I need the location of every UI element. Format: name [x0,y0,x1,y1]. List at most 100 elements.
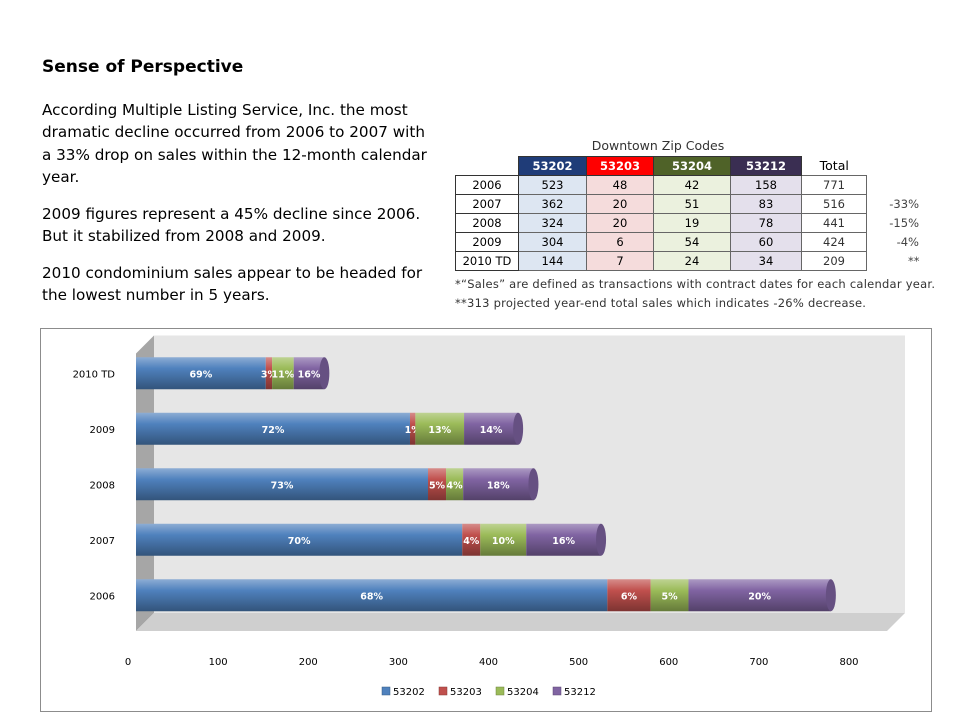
legend-label-53202: 53202 [393,687,425,698]
x-tick-400: 400 [479,657,498,668]
legend-swatch-53202 [381,686,391,696]
intro-paragraph-3: 2010 condominium sales appear to be head… [42,263,423,305]
cell-53212: 83 [730,194,802,214]
header-blank [456,157,519,176]
cell-53202: 144 [518,251,587,271]
row-year: 2009 [455,232,519,252]
cell-53212: 34 [730,251,802,271]
cell-change: -33% [889,197,919,211]
bar-53204-2008 [446,468,464,501]
cell-53202: 304 [518,232,587,252]
cell-53202: 362 [518,194,587,214]
row-year: 2006 [455,175,519,195]
cell-53203: 48 [586,175,654,195]
cell-53202: 523 [518,175,587,195]
bar-cap-2009 [513,412,524,445]
header-total: Total [819,158,849,174]
cell-change: ** [908,254,920,268]
bar-53203-2008 [428,468,447,501]
bar-53212-2006 [688,579,831,612]
cell-53212: 158 [730,175,802,195]
table-row: 2006 523 48 42 158 771 [455,175,924,195]
cell-53204: 24 [653,251,731,271]
table-row: 2008 324 20 19 78 441 -15% [455,213,924,233]
bar-cap-2010-TD [319,357,330,390]
legend-label-53204: 53204 [507,687,539,698]
cell-change [867,176,924,195]
legend-swatch-53204 [495,686,505,696]
x-tick-200: 200 [299,657,318,668]
category-label-2009: 2009 [90,425,115,436]
cell-53204: 19 [653,213,731,233]
header-53203: 53203 [586,156,654,176]
footnote-sales-definition: *“Sales” are defined as transactions wit… [455,277,936,291]
footnote-projection: **313 projected year-end total sales whi… [455,296,867,310]
cell-53202: 324 [518,213,587,233]
x-tick-600: 600 [659,657,678,668]
cell-total: 209 [801,251,867,271]
row-year: 2008 [455,213,519,233]
bar-53204-2006 [650,579,689,612]
data-label-53212-2007: 16% [552,536,575,547]
bar-53203-2006 [607,579,651,612]
bar-53203-2009 [409,412,416,445]
data-label-53204-2007: 10% [492,536,515,547]
bar-53203-2007 [462,523,481,556]
row-year: 2010 TD [455,251,519,271]
cell-53204: 51 [653,194,731,214]
data-label-53203-2008: 5% [429,480,446,491]
data-label-53202-2008: 73% [271,480,294,491]
data-label-53202-2006: 68% [360,591,383,602]
data-label-53202-2007: 70% [288,536,311,547]
cell-53212: 60 [730,232,802,252]
x-tick-0: 0 [125,657,131,668]
cell-total: 441 [801,213,867,233]
cell-53212: 78 [730,213,802,233]
cell-total: 516 [801,194,867,214]
data-label-53212-2010-TD: 16% [298,369,321,380]
data-label-53212-2009: 14% [480,425,503,436]
cell-53204: 42 [653,175,731,195]
intro-text: Sense of Perspective According Multiple … [42,56,432,321]
cell-53203: 20 [586,213,654,233]
page-title: Sense of Perspective [42,57,244,77]
table-row: 2010 TD 144 7 24 34 209 ** [455,251,924,271]
bar-53203-2010-TD [265,357,273,390]
bar-53212-2007 [526,523,602,556]
category-label-2006: 2006 [90,591,115,602]
intro-paragraph-1: According Multiple Listing Service, Inc.… [42,100,427,187]
x-tick-100: 100 [209,657,228,668]
header-53202: 53202 [518,156,587,176]
data-label-53204-2010-TD: 11% [272,369,295,380]
category-label-2010-TD: 2010 TD [73,369,116,380]
x-tick-300: 300 [389,657,408,668]
header-change [867,157,924,176]
bar-cap-2007 [596,523,607,556]
legend-label-53203: 53203 [450,687,482,698]
cell-53203: 7 [586,251,654,271]
bar-53202-2009 [136,412,410,445]
header-53204: 53204 [653,156,731,176]
stacked-bar-chart: 68% 6% 5% 20% 2006 70% 4% 10% 16% 2007 73% 5% 4% 18% 2… [40,328,932,712]
bar-53204-2007 [480,523,527,556]
data-label-53202-2009: 72% [262,425,285,436]
legend-swatch-53203 [438,686,448,696]
data-label-53202-2010-TD: 69% [190,369,213,380]
bar-cap-2006 [825,579,836,612]
cell-total: 771 [801,175,867,195]
bar-53202-2008 [136,468,429,501]
x-tick-500: 500 [569,657,588,668]
table-row: 2009 304 6 54 60 424 -4% [455,232,924,252]
data-label-53204-2009: 13% [428,425,451,436]
data-label-53203-2007: 4% [463,536,480,547]
bar-53204-2009 [415,412,465,445]
bar-53212-2010-TD [293,357,325,390]
data-label-53204-2008: 4% [447,480,464,491]
bar-53204-2010-TD [272,357,294,390]
cell-53203: 20 [586,194,654,214]
row-year: 2007 [455,194,519,214]
bar-53202-2007 [136,523,463,556]
legend-label-53212: 53212 [564,687,596,698]
category-label-2008: 2008 [90,480,115,491]
